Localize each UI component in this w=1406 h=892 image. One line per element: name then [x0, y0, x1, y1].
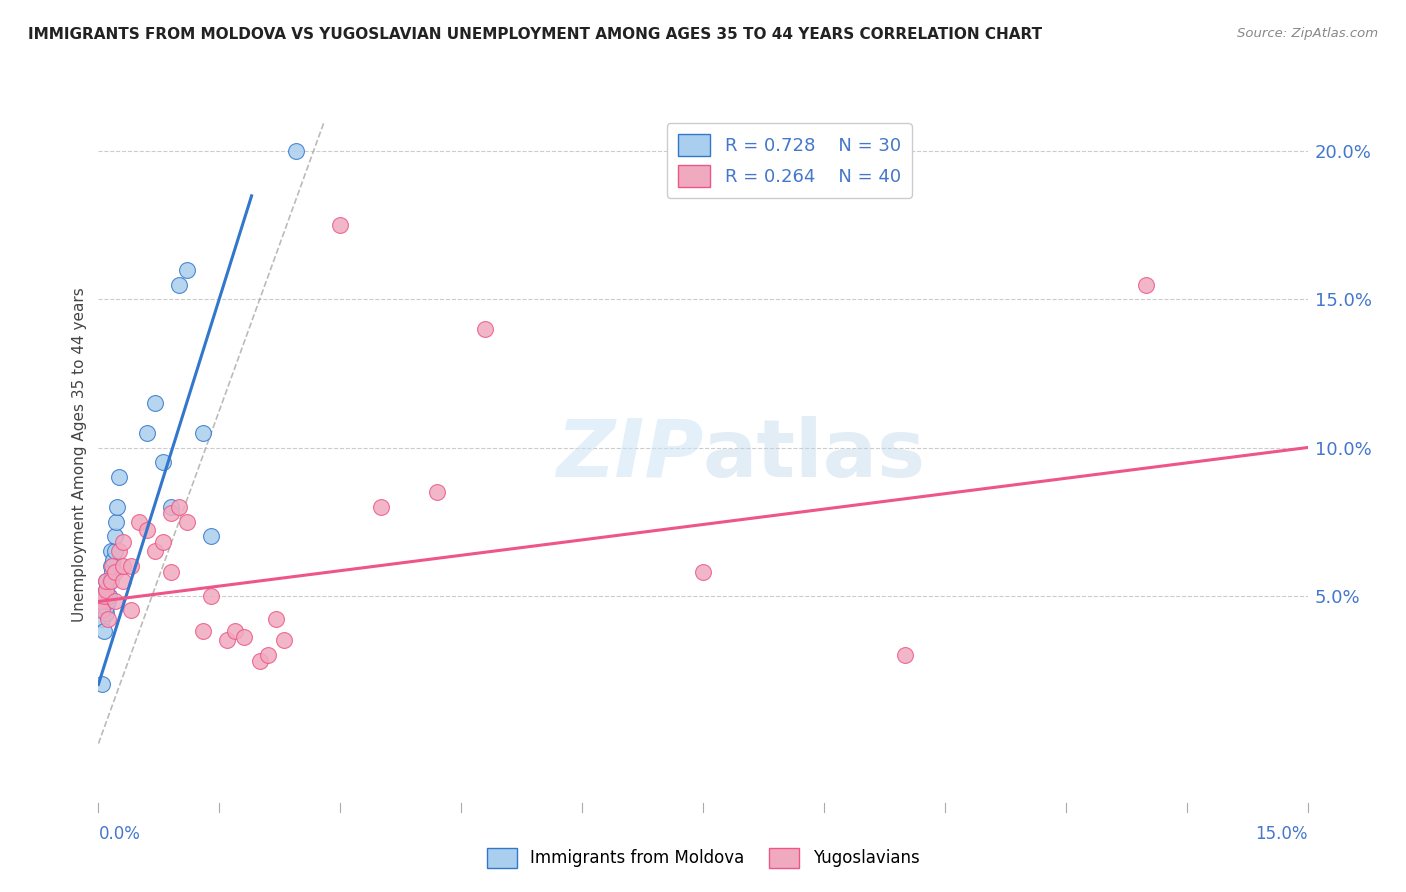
Point — [105, 500, 128, 514]
Point — [160, 565, 183, 579]
Point — [111, 558, 134, 573]
Point — [167, 277, 190, 292]
Point — [284, 145, 307, 159]
Point — [96, 574, 118, 588]
Point — [103, 544, 125, 558]
Point — [100, 544, 122, 558]
Point — [103, 565, 125, 579]
Point — [105, 515, 128, 529]
Point — [107, 470, 129, 484]
Point — [94, 607, 117, 621]
Point — [111, 574, 134, 588]
Point — [256, 648, 278, 662]
Point — [200, 529, 222, 543]
Point — [474, 322, 496, 336]
Point — [193, 624, 215, 638]
Text: 15.0%: 15.0% — [1256, 825, 1308, 843]
Point — [98, 574, 121, 588]
Point — [135, 425, 157, 440]
Point — [893, 648, 915, 662]
Point — [96, 582, 118, 597]
Point — [176, 263, 198, 277]
Point — [264, 612, 287, 626]
Point — [160, 500, 183, 514]
Point — [101, 553, 124, 567]
Text: ZIP: ZIP — [555, 416, 703, 494]
Legend: Immigrants from Moldova, Yugoslavians: Immigrants from Moldova, Yugoslavians — [479, 841, 927, 875]
Point — [103, 594, 125, 608]
Point — [103, 529, 125, 543]
Point — [90, 594, 112, 608]
Point — [176, 515, 198, 529]
Point — [120, 558, 142, 573]
Point — [107, 544, 129, 558]
Point — [94, 589, 117, 603]
Point — [143, 544, 166, 558]
Legend: R = 0.728    N = 30, R = 0.264    N = 40: R = 0.728 N = 30, R = 0.264 N = 40 — [666, 123, 911, 198]
Point — [167, 500, 190, 514]
Point — [93, 624, 115, 638]
Point — [329, 219, 352, 233]
Point — [224, 624, 246, 638]
Point — [426, 484, 449, 499]
Point — [370, 500, 392, 514]
Point — [200, 589, 222, 603]
Point — [101, 565, 124, 579]
Point — [135, 524, 157, 538]
Point — [100, 558, 122, 573]
Point — [96, 582, 118, 597]
Point — [249, 654, 271, 668]
Point — [96, 574, 118, 588]
Point — [120, 603, 142, 617]
Point — [91, 603, 114, 617]
Point — [91, 677, 114, 691]
Point — [193, 425, 215, 440]
Point — [96, 600, 118, 615]
Point — [232, 630, 254, 644]
Point — [101, 558, 124, 573]
Point — [90, 594, 112, 608]
Point — [692, 565, 714, 579]
Y-axis label: Unemployment Among Ages 35 to 44 years: Unemployment Among Ages 35 to 44 years — [72, 287, 87, 623]
Text: 0.0%: 0.0% — [98, 825, 141, 843]
Point — [91, 612, 114, 626]
Point — [111, 535, 134, 549]
Point — [93, 589, 115, 603]
Point — [100, 574, 122, 588]
Point — [273, 632, 295, 647]
Point — [152, 535, 174, 549]
Text: atlas: atlas — [703, 416, 927, 494]
Point — [160, 506, 183, 520]
Point — [143, 396, 166, 410]
Text: Source: ZipAtlas.com: Source: ZipAtlas.com — [1237, 27, 1378, 40]
Point — [152, 455, 174, 469]
Text: IMMIGRANTS FROM MOLDOVA VS YUGOSLAVIAN UNEMPLOYMENT AMONG AGES 35 TO 44 YEARS CO: IMMIGRANTS FROM MOLDOVA VS YUGOSLAVIAN U… — [28, 27, 1042, 42]
Point — [97, 589, 120, 603]
Point — [128, 515, 150, 529]
Point — [1135, 277, 1157, 292]
Point — [217, 632, 239, 647]
Point — [97, 612, 120, 626]
Point — [97, 594, 120, 608]
